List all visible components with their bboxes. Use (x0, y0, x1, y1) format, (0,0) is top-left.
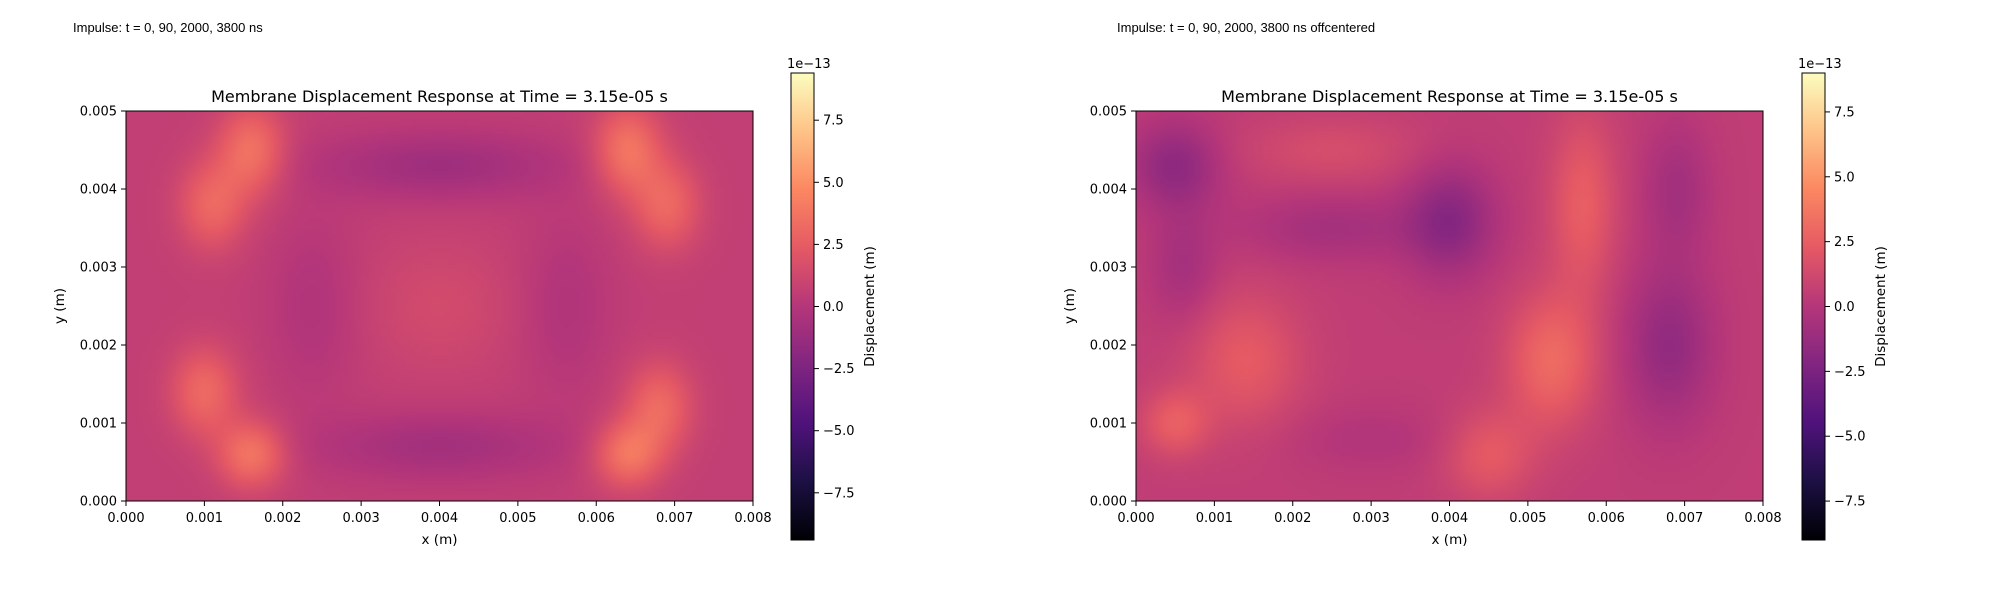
colorbar-offset-label: 1e−13 (1798, 57, 1842, 72)
chart-title: Membrane Displacement Response at Time =… (211, 87, 668, 106)
y-tick-label: 0.000 (1090, 495, 1127, 510)
colorbar-tick-label: −5.0 (1834, 430, 1866, 445)
x-axis-label: x (m) (1432, 532, 1468, 548)
x-tick-label: 0.006 (1588, 511, 1625, 526)
colorbar-tick-label: 0.0 (823, 300, 844, 315)
x-tick-label: 0.001 (1196, 511, 1233, 526)
panel-caption-left: Impulse: t = 0, 90, 2000, 3800 ns (73, 20, 263, 35)
heatmap-image (1136, 111, 1763, 501)
y-tick-label: 0.003 (1090, 261, 1127, 276)
colorbar-label: Displacement (m) (862, 246, 878, 367)
heatmap-image (126, 111, 753, 501)
x-tick-label: 0.000 (1117, 511, 1154, 526)
y-tick-label: 0.000 (80, 495, 117, 510)
colorbar-tick-label: 2.5 (823, 238, 844, 253)
colorbar-tick-label: 0.0 (1834, 300, 1855, 315)
y-tick-label: 0.002 (80, 339, 117, 354)
colorbar-tick-label: −5.0 (823, 424, 855, 439)
chart-title: Membrane Displacement Response at Time =… (1221, 87, 1678, 106)
colorbar-tick-label: −2.5 (823, 362, 855, 377)
y-tick-label: 0.004 (80, 183, 117, 198)
chart-panel-right: Membrane Displacement Response at Time =… (1062, 57, 1889, 548)
x-tick-label: 0.003 (1353, 511, 1390, 526)
colorbar-tick-label: 7.5 (823, 114, 844, 129)
colorbar-offset-label: 1e−13 (787, 57, 831, 72)
colorbar (790, 72, 815, 541)
x-tick-label: 0.008 (734, 511, 771, 526)
y-axis-label: y (m) (52, 288, 68, 324)
y-tick-label: 0.002 (1090, 339, 1127, 354)
x-tick-label: 0.002 (264, 511, 301, 526)
x-tick-label: 0.003 (343, 511, 380, 526)
colorbar-tick-label: −7.5 (1834, 495, 1866, 510)
x-axis-label: x (m) (422, 532, 458, 548)
x-tick-label: 0.000 (107, 511, 144, 526)
colorbar-label: Displacement (m) (1873, 246, 1889, 367)
x-tick-label: 0.006 (578, 511, 615, 526)
y-tick-label: 0.004 (1090, 183, 1127, 198)
x-tick-label: 0.008 (1744, 511, 1781, 526)
colorbar-tick-label: 7.5 (1834, 105, 1855, 120)
x-tick-label: 0.004 (421, 511, 458, 526)
colorbar-tick-label: 5.0 (1834, 170, 1855, 185)
chart-panel-left: Membrane Displacement Response at Time =… (52, 57, 878, 548)
colorbar-tick-label: 2.5 (1834, 235, 1855, 250)
y-tick-label: 0.005 (1090, 105, 1127, 120)
y-tick-label: 0.003 (80, 261, 117, 276)
x-tick-label: 0.007 (1666, 511, 1703, 526)
y-axis-label: y (m) (1062, 288, 1078, 324)
x-tick-label: 0.001 (186, 511, 223, 526)
colorbar-tick-label: −2.5 (1834, 365, 1866, 380)
y-tick-label: 0.001 (1090, 417, 1127, 432)
colorbar-tick-label: −7.5 (823, 486, 855, 501)
y-tick-label: 0.001 (80, 417, 117, 432)
x-tick-label: 0.005 (499, 511, 536, 526)
colorbar-tick-label: 5.0 (823, 176, 844, 191)
x-tick-label: 0.002 (1274, 511, 1311, 526)
x-tick-label: 0.007 (656, 511, 693, 526)
x-tick-label: 0.005 (1509, 511, 1546, 526)
y-tick-label: 0.005 (80, 105, 117, 120)
colorbar (1801, 72, 1826, 541)
x-tick-label: 0.004 (1431, 511, 1468, 526)
panel-caption-right: Impulse: t = 0, 90, 2000, 3800 ns offcen… (1117, 20, 1376, 35)
